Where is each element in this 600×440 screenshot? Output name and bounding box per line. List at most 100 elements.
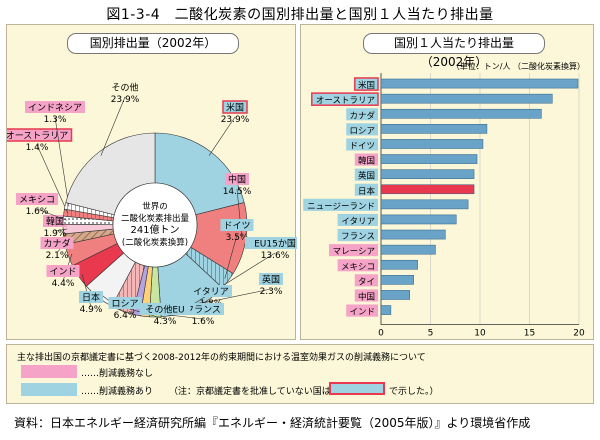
pie-label-box-10 bbox=[46, 265, 80, 277]
bar-9 bbox=[380, 214, 457, 225]
bar-x-tick-3: 15 bbox=[524, 329, 535, 339]
pie-value-label-9: 4.9% bbox=[80, 305, 103, 315]
bar-label-box-9 bbox=[337, 213, 378, 226]
pie-label-box-13 bbox=[16, 193, 58, 205]
bar-category-label-10: フランス bbox=[341, 232, 375, 242]
bar-chart: 0 5 10 15 20 米国オーストラリアカナダロシアドイツ韓国英国日本ニュージーランド… bbox=[303, 73, 585, 339]
legend-box: 主な排出国の京都議定書に基づく2008-2012年の約束期間における温室効果ガス… bbox=[6, 344, 594, 404]
no-obligation-swatch bbox=[21, 365, 77, 378]
pie-leader-2 bbox=[224, 234, 238, 279]
legend-heading: 主な排出国の京都議定書に基づく2008-2012年の約束期間における温室効果ガス… bbox=[17, 353, 426, 363]
bar-category-label-1: オーストラリア bbox=[316, 96, 375, 106]
right-panel: 国別１人当たり排出量（2002年） （単位：トン/人 （二酸化炭素換算） 0 5 1… bbox=[300, 24, 594, 340]
bar-8 bbox=[380, 199, 469, 210]
pie-slice-pattern-15 bbox=[64, 202, 115, 218]
bar-x-tick-4: 20 bbox=[573, 329, 585, 339]
bar-label-box-12 bbox=[337, 259, 378, 272]
pie-label-7: その他EU bbox=[145, 304, 184, 316]
bar-category-label-14: 中国 bbox=[358, 292, 375, 303]
pie-leader-13 bbox=[36, 208, 68, 221]
pie-label-16: その他 bbox=[111, 82, 138, 94]
bar-label-box-15 bbox=[346, 304, 378, 317]
pie-label-6: フランス bbox=[185, 305, 221, 316]
bar-x-tick-0: 0 bbox=[378, 329, 384, 339]
bar-category-label-0: 米国 bbox=[358, 80, 375, 91]
bar-chart-heading: 国別１人当たり排出量（2002年） bbox=[363, 33, 545, 69]
bar-category-label-3: ロシア bbox=[349, 126, 375, 136]
pie-center-text-1: 二酸化炭素排出量 bbox=[121, 213, 190, 224]
note-text-prefix: （注：京都議定書を批准していない国は bbox=[169, 387, 331, 397]
bar-label-box-14 bbox=[354, 289, 378, 302]
pie-label-box-8 bbox=[108, 297, 142, 309]
bar-14 bbox=[380, 290, 410, 300]
pie-value-label-0: 23.9% bbox=[221, 115, 250, 125]
bar-category-label-7: 日本 bbox=[358, 186, 376, 197]
pie-slice-pattern-2 bbox=[185, 247, 234, 288]
pie-value-label-10: 4.4% bbox=[52, 279, 75, 289]
bar-label-box-1 bbox=[311, 92, 379, 106]
bar-label-box-5 bbox=[354, 153, 378, 166]
pie-label-1: 中国 bbox=[228, 174, 246, 186]
bar-label-box-2 bbox=[346, 108, 378, 121]
bar-3 bbox=[380, 124, 488, 134]
pie-label-box-11 bbox=[40, 237, 74, 249]
pie-label-box-4 bbox=[259, 273, 283, 285]
with-obligation-label: ……削減義務あり bbox=[81, 387, 154, 397]
pie-value-label-12: 1.9% bbox=[44, 229, 67, 239]
pie-value-label-1: 14.5% bbox=[223, 187, 252, 197]
bar-7 bbox=[380, 184, 475, 195]
bar-category-label-2: カナダ bbox=[349, 110, 375, 121]
pie-label-box-3 bbox=[245, 237, 297, 249]
source-note: 資料：日本エネルギー経済研究所編『エネルギー・経済統計要覧（2005年版）』より… bbox=[14, 416, 531, 430]
left-panel: 国別排出量（2002年） 米国 23.9% 中国 14.5% ドイツ 3.5% EU15か国… bbox=[6, 24, 297, 340]
bar-category-label-6: 英国 bbox=[358, 171, 375, 182]
bar-label-box-0 bbox=[354, 77, 379, 91]
pie-value-label-14: 1.4% bbox=[26, 143, 49, 153]
pie-value-label-13: 1.6% bbox=[26, 207, 49, 217]
pie-label-13: メキシコ bbox=[19, 196, 55, 206]
bar-label-box-3 bbox=[346, 123, 378, 136]
bar-1 bbox=[380, 93, 553, 104]
bar-category-label-13: タイ bbox=[358, 277, 375, 287]
pie-label-3: EU15か国 bbox=[254, 239, 296, 250]
pie-center-text-3: (二酸化炭素換算) bbox=[122, 237, 188, 248]
bar-label-box-8 bbox=[303, 198, 378, 211]
bar-12 bbox=[380, 259, 418, 270]
pie-label-box-5 bbox=[190, 285, 232, 297]
with-obligation-swatch bbox=[21, 383, 77, 396]
bar-category-label-15: インド bbox=[349, 308, 375, 318]
pie-value-label-6: 1.6% bbox=[192, 317, 215, 327]
unit-label: （単位：トン/人 （二酸化炭素換算） bbox=[451, 62, 585, 71]
bar-label-box-4 bbox=[346, 138, 378, 151]
pie-label-10: インド bbox=[49, 268, 76, 278]
not-ratified-swatch bbox=[329, 382, 385, 395]
pie-label-2: ドイツ bbox=[223, 222, 250, 232]
pie-value-label-7: 4.3% bbox=[154, 317, 177, 327]
bar-label-box-10 bbox=[337, 229, 378, 242]
bar-category-label-9: イタリア bbox=[341, 217, 375, 227]
bar-category-label-4: ドイツ bbox=[349, 142, 375, 152]
pie-value-label-3: 13.6% bbox=[261, 251, 290, 261]
bar-10 bbox=[380, 229, 446, 240]
bar-13 bbox=[380, 275, 414, 285]
pie-label-9: 日本 bbox=[82, 292, 100, 304]
pie-label-5: イタリア bbox=[193, 287, 229, 298]
bar-4 bbox=[380, 139, 484, 149]
pie-value-label-8: 6.4% bbox=[114, 311, 137, 321]
pie-label-14: オーストラリア bbox=[7, 131, 68, 142]
bar-category-label-12: メキシコ bbox=[341, 262, 375, 272]
pie-value-label-11: 2.1% bbox=[46, 251, 69, 261]
pie-label-box-14 bbox=[7, 128, 73, 142]
pie-chart-heading: 国別排出量（2002年） bbox=[67, 33, 239, 54]
note-text-suffix: で示した。） bbox=[389, 387, 439, 397]
bar-category-label-5: 韓国 bbox=[358, 156, 375, 167]
bar-2 bbox=[380, 108, 542, 119]
pie-center-hole bbox=[112, 182, 198, 268]
pie-leader-16 bbox=[100, 96, 126, 156]
pie-label-0: 米国 bbox=[226, 102, 244, 114]
pie-slice-pattern-14 bbox=[63, 209, 114, 221]
pie-label-box-9 bbox=[79, 291, 103, 303]
pie-label-box-15 bbox=[25, 101, 85, 113]
bar-label-box-6 bbox=[354, 168, 378, 181]
bar-5 bbox=[380, 154, 478, 164]
